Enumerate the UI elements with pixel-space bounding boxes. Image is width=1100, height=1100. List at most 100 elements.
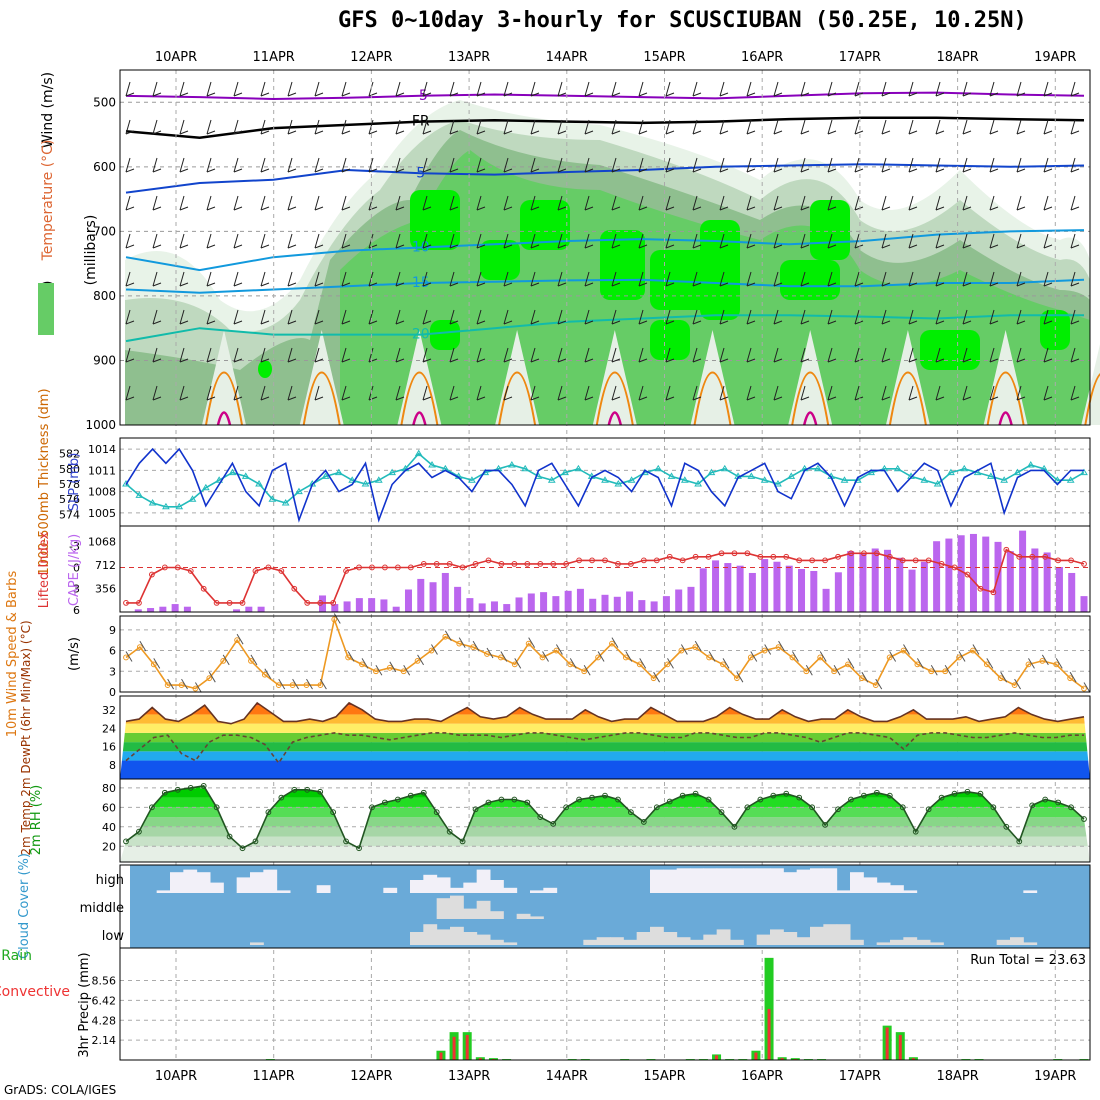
wind-barb	[314, 81, 320, 97]
wind-barb-10m	[444, 630, 452, 641]
wind-barb-flag	[1043, 92, 1053, 97]
wind-barb	[179, 81, 185, 97]
wind-barb	[719, 119, 725, 135]
cape-bar	[147, 608, 155, 612]
wind-barb-flag	[908, 168, 918, 173]
lifted-index-line-point	[705, 553, 712, 560]
wind-barb-flag	[1043, 396, 1053, 401]
cape-bar	[171, 604, 179, 612]
lifted-index-line-point	[835, 553, 841, 560]
rh-line-point	[394, 796, 401, 803]
rh-panel	[119, 778, 1091, 863]
wind-barb-flag	[368, 282, 378, 287]
cape-bar	[871, 548, 879, 612]
wind-barb-flag	[179, 92, 189, 97]
wind-barb-flag	[989, 396, 999, 401]
wind-barb-flag	[989, 206, 999, 211]
wind-barb-flag	[665, 244, 675, 249]
wind-barb-flag	[206, 130, 216, 135]
wind-barb-flag	[260, 206, 270, 211]
wind-barb-flag	[368, 320, 378, 325]
wind-barb	[665, 309, 671, 325]
date-label-bottom: 16APR	[741, 1069, 783, 1084]
wind-barb-flag	[800, 358, 810, 363]
wind-barb	[908, 233, 914, 249]
wind-barb-flag	[125, 168, 135, 173]
cape-bar	[576, 588, 584, 612]
wind-barb-10m	[1028, 658, 1035, 669]
wind-barb	[125, 347, 131, 363]
wind-barb	[260, 157, 266, 173]
wind-barb	[314, 233, 320, 249]
wind-barb	[125, 157, 131, 173]
wind-barb	[233, 195, 239, 211]
thickness-line-point	[268, 495, 277, 502]
slp-axis-label: SLP (mb)	[67, 453, 82, 512]
lifted-index-line-point	[964, 571, 971, 578]
cape-bar	[564, 590, 572, 612]
wind-barb-flag	[746, 244, 756, 249]
temp-axis-label: 2m Temp 2m DewPt (6hr Min/Max) (°C)	[19, 620, 33, 855]
wind-barb-10m	[208, 671, 216, 683]
wind-barb	[1043, 195, 1049, 211]
cape-bar	[736, 565, 744, 612]
wind-barb	[935, 385, 941, 401]
lifted-index-line-point	[822, 557, 828, 564]
wind-barb-flag	[476, 282, 486, 287]
cloud-cover-bar	[703, 934, 718, 945]
wind-barb-flag	[962, 206, 972, 211]
wind-speed-line-point	[595, 654, 601, 661]
wind-barb-flag	[1070, 206, 1080, 211]
cape-bar	[761, 559, 769, 612]
wind-barb-flag	[395, 282, 405, 287]
wind-barb	[746, 309, 752, 325]
wind-barb-10m	[194, 682, 202, 693]
wind-barb-flag	[881, 320, 891, 325]
lifted-index-line-point	[615, 561, 621, 567]
wind-barb-flag	[503, 244, 513, 249]
warm-contour	[791, 371, 830, 426]
rh-bright-cell	[410, 190, 460, 250]
thickness-line-point	[201, 483, 210, 491]
temp-tick: 16	[102, 741, 116, 754]
cape-bar	[417, 578, 425, 612]
temp-color-band	[120, 742, 1090, 752]
rh-line-point	[615, 796, 621, 803]
wind-barb-flag	[962, 282, 972, 287]
hot-contour	[607, 411, 623, 426]
wind-barb	[206, 233, 212, 249]
rh-line-point	[912, 828, 919, 835]
wind-barb	[557, 81, 563, 97]
cloud-cover-bar	[836, 924, 851, 945]
wind-barb-flag	[719, 130, 729, 135]
wind-barb-flag	[1016, 282, 1026, 287]
cloud-cover-bar	[250, 942, 264, 945]
wind-barb-flag	[665, 320, 675, 325]
temperature-contour-label: 5	[416, 165, 425, 181]
wind-barb-flag	[935, 282, 945, 287]
wind-barb-flag	[881, 206, 891, 211]
precip-convective-bar	[439, 1052, 443, 1060]
cloud-cover-bar	[210, 882, 224, 893]
rh-color-band	[120, 846, 1090, 862]
wind-barb-flag	[449, 396, 459, 401]
wind-barb-flag	[1016, 320, 1026, 325]
wind-barb	[989, 119, 995, 135]
lifted-index-line-point	[239, 600, 246, 606]
wind-barb-10m	[805, 665, 813, 676]
cape-bar	[773, 561, 781, 612]
rh-line-point	[835, 806, 841, 813]
wind-barb-flag	[179, 282, 189, 287]
thickness-line-point	[335, 468, 343, 476]
wind-speed-line-point	[220, 658, 227, 664]
wind-barb	[287, 157, 293, 173]
lifted-index-line-point	[990, 589, 997, 596]
wind-barb-10m	[361, 658, 369, 669]
wind-speed-line-point	[373, 668, 379, 675]
wind-barb-flag	[152, 282, 162, 287]
wind-barb-flag	[422, 396, 432, 401]
wind-barb-flag	[881, 244, 891, 249]
wind-barb-flag	[449, 168, 459, 173]
wind-barb	[692, 81, 698, 97]
wind-barb-flag	[584, 168, 594, 173]
